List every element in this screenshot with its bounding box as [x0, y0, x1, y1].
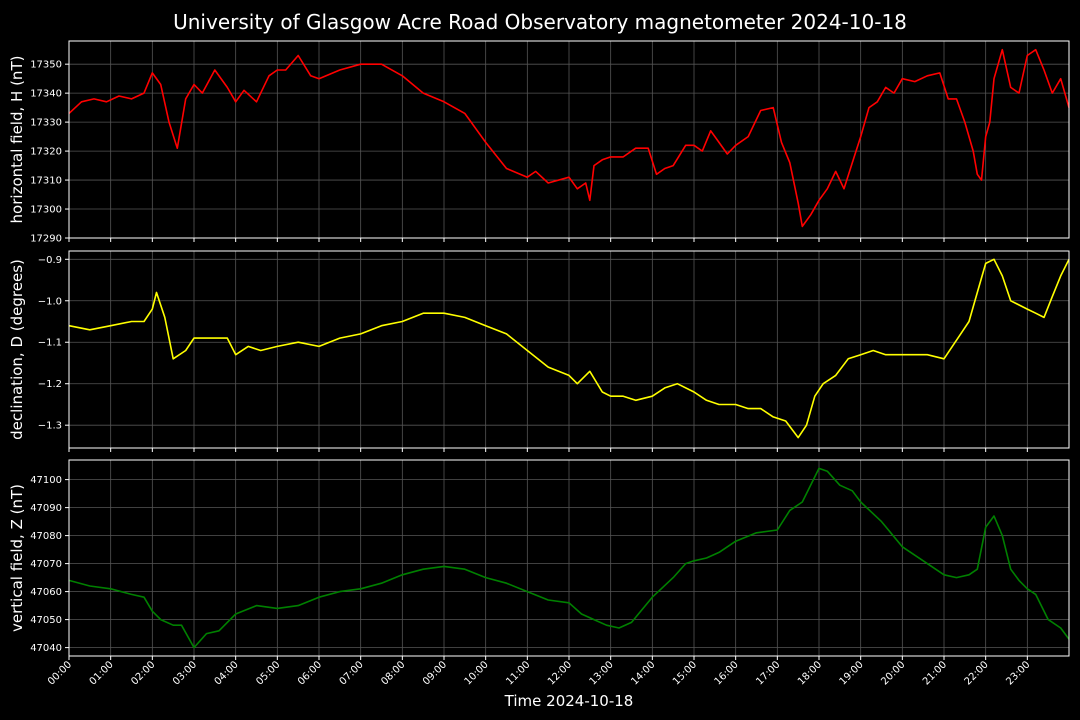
z-y-axis-label: vertical field, Z (nT)	[8, 484, 26, 632]
d-y-tick-label: −1.3	[38, 421, 62, 432]
h-y-tick-label: 17330	[30, 118, 62, 129]
d-y-tick-label: −0.9	[38, 255, 62, 266]
d-axes-frame	[68, 250, 1070, 449]
h-y-axis-label: horizontal field, H (nT)	[8, 56, 26, 224]
z-y-tick-label: 47080	[30, 531, 62, 542]
h-y-tick-label: 17320	[30, 147, 62, 158]
h-y-tick-label: 17290	[30, 234, 62, 245]
d-y-tick-label: −1.1	[38, 338, 62, 349]
z-axes-frame	[68, 459, 1070, 657]
h-y-tick-label: 17340	[30, 89, 62, 100]
z-y-tick-label: 47050	[30, 615, 62, 626]
z-y-tick-label: 47100	[30, 475, 62, 486]
z-y-tick-label: 47070	[30, 559, 62, 570]
x-axis-label: Time 2024-10-18	[504, 692, 634, 710]
panel-d: −1.3 −1.2 −1.1 −1.0 −0.9 declination, D (degr…	[8, 250, 1070, 452]
d-y-axis-label: declination, D (degrees)	[8, 259, 26, 440]
z-y-tick-label: 47090	[30, 503, 62, 514]
panel-z: 47040 47050 47060 47070 47080 47090 47100 verti…	[8, 459, 1070, 660]
h-series-line	[68, 48, 1070, 228]
z-y-tick-label: 47060	[30, 587, 62, 598]
h-y-tick-label: 17310	[30, 176, 62, 187]
z-series-line	[68, 467, 1070, 649]
d-y-tick-label: −1.2	[38, 379, 62, 390]
d-y-tick-label: −1.0	[38, 296, 62, 307]
h-y-tick-label: 17300	[30, 205, 62, 216]
h-axes-frame	[68, 40, 1070, 239]
d-series-line	[68, 258, 1070, 439]
z-y-tick-label: 47040	[30, 643, 62, 654]
panel-h: 17290 17300 17310 17320 17330 17340 17350 horiz…	[8, 40, 1070, 245]
chart-title: University of Glasgow Acre Road Observat…	[173, 10, 907, 34]
h-y-tick-label: 17350	[30, 60, 62, 71]
